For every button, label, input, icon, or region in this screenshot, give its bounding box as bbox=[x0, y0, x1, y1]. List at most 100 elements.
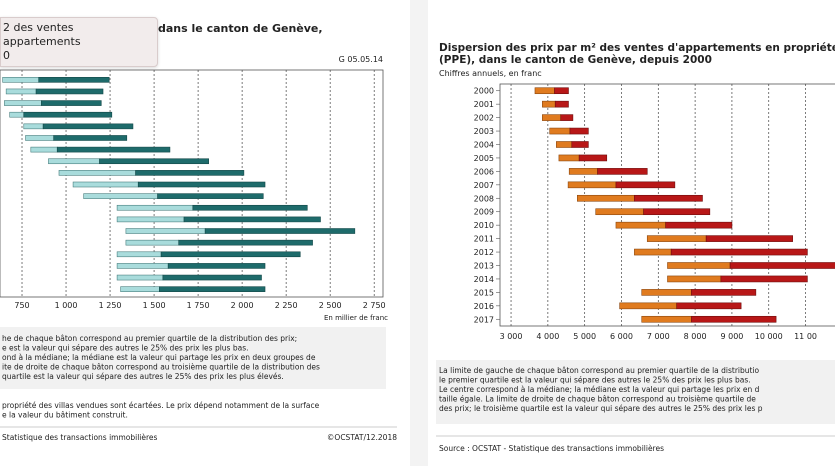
tooltip-line-1: 2 des ventes appartements bbox=[3, 21, 81, 48]
left-box-median-q3 bbox=[53, 135, 128, 141]
left-box-median-q3 bbox=[183, 216, 321, 223]
right-box-q1-median bbox=[567, 181, 617, 189]
left-box-median-q3 bbox=[204, 228, 356, 234]
left-notes-box bbox=[0, 327, 386, 389]
right-box-q1-median bbox=[641, 289, 692, 296]
left-box-median-q3 bbox=[162, 274, 262, 281]
right-box-q1-median bbox=[542, 114, 562, 121]
right-year-label: 2001 bbox=[474, 100, 494, 109]
left-box-median-q3 bbox=[178, 239, 313, 246]
left-box-q1-median bbox=[9, 111, 25, 118]
left-box-q1-median bbox=[116, 216, 185, 223]
left-box-q1-median bbox=[72, 181, 139, 188]
right-box-q1-median bbox=[534, 87, 555, 95]
left-box-q1-median bbox=[25, 135, 55, 141]
right-box-median-q3 bbox=[634, 194, 703, 202]
left-x-tick-label: 1 250 bbox=[99, 301, 122, 310]
left-box-q1-median bbox=[116, 263, 169, 269]
left-box-median-q3 bbox=[167, 263, 266, 269]
right-box-q1-median bbox=[558, 154, 580, 162]
right-year-label: 2010 bbox=[474, 221, 494, 230]
right-box-q1-median bbox=[549, 127, 571, 135]
right-year-label: 2012 bbox=[474, 248, 494, 257]
right-x-tick-label: 7 000 bbox=[647, 332, 670, 341]
right-box-q1-median bbox=[556, 141, 573, 148]
right-year-label: 2000 bbox=[474, 87, 494, 96]
hover-tooltip: 2 des ventes appartements 0 bbox=[0, 17, 158, 67]
right-note-line: taille égale. La limite de droite de cha… bbox=[439, 395, 756, 404]
right-box-median-q3 bbox=[720, 275, 808, 283]
left-source: Statistique des transactions immobilière… bbox=[2, 433, 158, 442]
right-box-median-q3 bbox=[569, 127, 589, 135]
right-box-median-q3 bbox=[615, 181, 676, 189]
left-box-median-q3 bbox=[41, 100, 102, 106]
right-note-line: le premier quartile est la valeur qui sé… bbox=[439, 376, 751, 385]
left-box-q1-median bbox=[116, 204, 194, 211]
left-box-q1-median bbox=[4, 100, 42, 106]
right-notes-box bbox=[436, 360, 835, 424]
right-box-median-q3 bbox=[670, 248, 808, 256]
right-year-label: 2004 bbox=[474, 141, 494, 150]
left-box-median-q3 bbox=[137, 181, 266, 188]
left-chart-panel: dans le canton de Genève,milliers de fra… bbox=[0, 0, 410, 466]
left-box-q1-median bbox=[83, 193, 158, 199]
right-box-q1-median bbox=[619, 302, 678, 310]
right-box-q1-median bbox=[542, 100, 556, 108]
right-box-q1-median bbox=[595, 208, 644, 216]
left-note2-line: e la valeur du bâtiment construit. bbox=[2, 411, 128, 420]
right-year-label: 2014 bbox=[474, 275, 494, 284]
right-note-line: des prix; le troisième quartile est la v… bbox=[439, 404, 763, 413]
right-source: Source : OCSTAT - Statistique des transa… bbox=[439, 444, 664, 453]
left-box-q1-median bbox=[120, 286, 160, 292]
right-x-tick-label: 11 00 bbox=[794, 332, 817, 341]
left-x-tick-label: 2 750 bbox=[363, 301, 386, 310]
right-year-label: 2017 bbox=[474, 315, 494, 324]
right-year-label: 2003 bbox=[474, 127, 494, 136]
right-box-median-q3 bbox=[597, 168, 648, 175]
left-note-line: he de chaque bâton correspond au premier… bbox=[2, 334, 297, 343]
left-box-q1-median bbox=[23, 123, 44, 130]
left-x-tick-label: 2 000 bbox=[231, 301, 254, 310]
right-year-label: 2016 bbox=[474, 302, 494, 311]
right-plot-frame bbox=[499, 83, 835, 327]
right-box-median-q3 bbox=[571, 141, 589, 148]
right-box-median-q3 bbox=[578, 154, 608, 162]
left-box-q1-median bbox=[125, 228, 206, 234]
right-box-median-q3 bbox=[643, 208, 711, 216]
left-chart-title: dans le canton de Genève, bbox=[158, 22, 323, 35]
right-box-median-q3 bbox=[676, 302, 742, 310]
right-chart-panel: Dispersion des prix par m² des ventes d'… bbox=[428, 0, 835, 466]
left-note-line: ite de droite de chaque bâton correspond… bbox=[2, 363, 320, 372]
left-chart-svg: dans le canton de Genève,milliers de fra… bbox=[0, 22, 397, 442]
right-x-tick-label: 3 000 bbox=[500, 332, 523, 341]
left-box-q1-median bbox=[116, 274, 164, 281]
right-box-q1-median bbox=[577, 194, 635, 202]
left-box-median-q3 bbox=[99, 158, 209, 165]
right-x-tick-label: 10 000 bbox=[755, 332, 783, 341]
right-chart-title-line: (PPE), dans le canton de Genève, depuis … bbox=[439, 54, 712, 66]
right-year-label: 2015 bbox=[474, 288, 494, 297]
right-box-q1-median bbox=[667, 262, 731, 269]
right-box-q1-median bbox=[615, 221, 666, 229]
left-box-median-q3 bbox=[157, 193, 264, 199]
left-box-q1-median bbox=[125, 239, 180, 246]
right-box-median-q3 bbox=[691, 315, 777, 323]
right-box-q1-median bbox=[646, 235, 707, 242]
left-box-median-q3 bbox=[35, 88, 104, 95]
right-x-tick-label: 5 000 bbox=[573, 332, 596, 341]
left-copyright: ©OCSTAT/12.2018 bbox=[327, 433, 397, 442]
left-box-q1-median bbox=[30, 146, 58, 153]
left-note2-line: propriété des villas vendues sont écarté… bbox=[2, 401, 320, 410]
panel-gutter bbox=[410, 0, 428, 466]
right-year-label: 2002 bbox=[474, 114, 494, 123]
left-x-tick-label: 1 500 bbox=[143, 301, 166, 310]
left-box-q1-median bbox=[58, 170, 136, 176]
left-box-median-q3 bbox=[159, 286, 266, 292]
tooltip-line-2: 0 bbox=[3, 49, 10, 62]
left-note-line: e est la valeur qui sépare des autres le… bbox=[2, 344, 249, 353]
left-box-median-q3 bbox=[56, 146, 171, 153]
right-note-line: Le centre correspond à la médiane; la mé… bbox=[439, 385, 760, 394]
left-box-median-q3 bbox=[192, 204, 308, 211]
left-x-tick-label: 750 bbox=[14, 301, 29, 310]
left-x-tick-label: 1 750 bbox=[187, 301, 210, 310]
